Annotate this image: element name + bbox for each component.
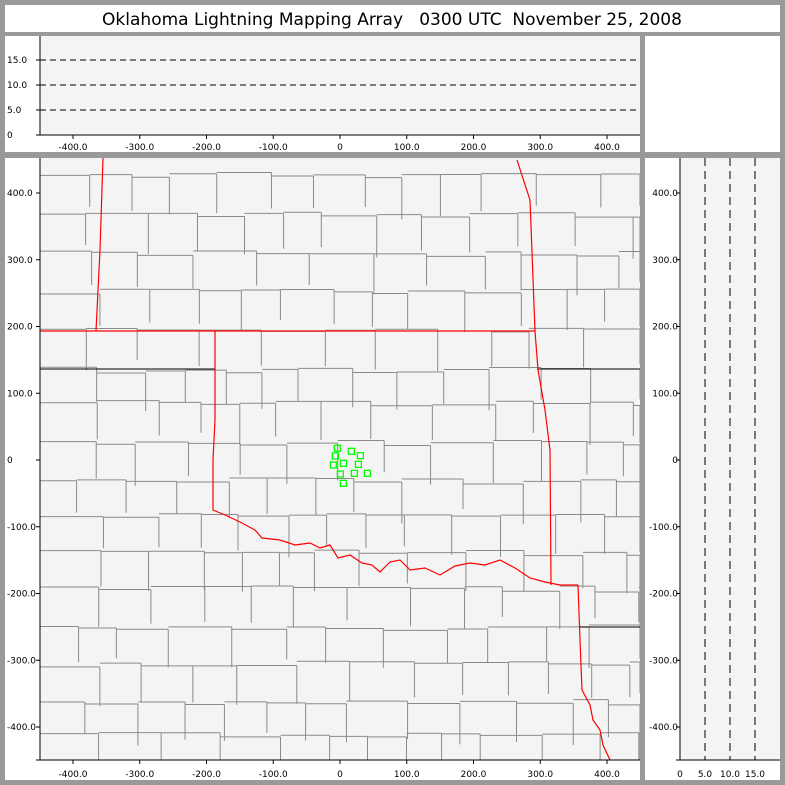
x-tick-label: 300.0 [527,770,553,780]
x-tick-label: 15.0 [745,770,765,780]
x-tick-label: 100.0 [394,770,420,780]
y-tick-label: 400.0 [652,189,678,199]
x-tick-label: 0 [337,143,343,153]
x-tick-label: -300.0 [125,143,154,153]
y-tick-label: -100.0 [649,523,678,533]
x-tick-label: 100.0 [394,143,420,153]
y-tick-label: 300.0 [7,256,33,266]
y-tick-label: 300.0 [652,256,678,266]
x-tick-label: -200.0 [192,770,221,780]
corner-panel [645,36,780,152]
altitude-y-axes: 0 5.0 10.0 15.0 -400.0 -300.0 -200.0 -100.0 0 100… [649,158,780,780]
x-tick-label: 400.0 [594,770,620,780]
county-boundaries [40,171,640,760]
x-tick-label: -300.0 [125,770,154,780]
y-tick-label: 0 [7,456,13,466]
plan-view-map [40,158,640,760]
lightning-source-marker [329,461,337,469]
y-tick-label: -300.0 [7,656,36,666]
y-tick-label: -400.0 [7,723,36,733]
y-tick-label: 0 [7,131,13,141]
figure-title: Oklahoma Lightning Mapping Array 0300 UT… [102,10,682,30]
altitude-axes: -400.0 -300.0 -200.0 -100.0 0 100.0 200.0 300.0… [7,36,640,153]
x-tick-label: 0 [677,770,683,780]
y-tick-label: 10.0 [7,81,27,91]
x-tick-label: -400.0 [58,770,87,780]
y-tick-label: -100.0 [7,523,36,533]
x-tick-label: -100.0 [259,143,288,153]
lightning-source-marker [339,479,347,488]
lightning-source-marker [363,469,372,478]
lightning-sources [329,444,372,488]
y-tick-label: -200.0 [7,590,36,600]
lightning-source-marker [333,444,341,452]
y-tick-label: -400.0 [649,723,678,733]
x-tick-label: -200.0 [192,143,221,153]
x-tick-label: 400.0 [594,143,620,153]
lightning-source-marker [354,460,363,468]
y-tick-label: 100.0 [652,389,678,399]
y-tick-label: 200.0 [652,323,678,333]
state-boundaries-black [40,368,640,628]
lightning-source-marker [339,459,347,467]
lightning-source-marker [350,469,359,478]
y-tick-label: -200.0 [649,590,678,600]
x-tick-label: 10.0 [720,770,740,780]
x-tick-label: 200.0 [461,770,487,780]
x-tick-label: -100.0 [259,770,288,780]
title-panel [5,5,780,32]
y-tick-label: 100.0 [7,389,33,399]
lightning-source-marker [331,452,339,460]
y-tick-label: 0 [672,456,678,466]
plan-view-axes: -400.0 -300.0 -200.0 -100.0 0 100.0 200.0 300.0… [7,158,640,780]
y-tick-label: 5.0 [7,106,22,116]
x-tick-label: -400.0 [58,143,87,153]
lightning-source-marker [336,470,344,478]
x-tick-label: 300.0 [527,143,553,153]
y-tick-label: -300.0 [649,656,678,666]
x-tick-label: 0 [337,770,343,780]
y-tick-label: 400.0 [7,189,33,199]
lightning-source-marker [347,447,355,455]
state-boundaries-red [40,158,611,760]
y-tick-label: 200.0 [7,323,33,333]
lightning-source-marker [356,452,365,460]
x-tick-label: 200.0 [461,143,487,153]
y-tick-label: 15.0 [7,56,27,66]
x-tick-label: 5.0 [698,770,713,780]
